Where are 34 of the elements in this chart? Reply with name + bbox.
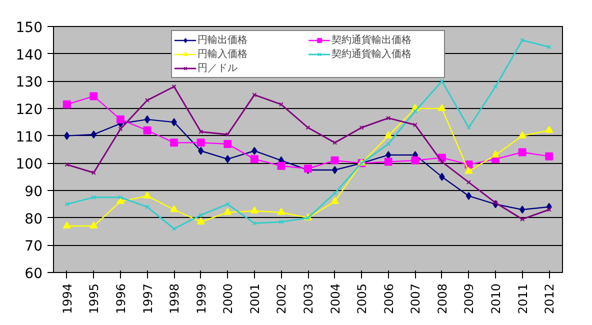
x-tick-label: 2006 [382,283,396,314]
legend-label: 円輸出価格 [198,34,248,47]
x-tick-label: 1994 [60,283,74,314]
x-tick-label: 2008 [435,283,450,314]
y-tick-label: 60 [24,266,43,282]
x-tick-label: 1999 [194,283,208,314]
x-tick-label: 2010 [489,283,504,314]
y-tick-label: 90 [24,184,43,200]
x-tick-label: 2003 [302,283,316,314]
y-tick-label: 70 [24,238,43,255]
x-tick-label: 1995 [87,283,102,314]
x-tick-label: 1996 [114,283,128,314]
x-tick-label: 2009 [462,283,476,314]
y-tick-label: 110 [16,129,43,146]
x-tick-label: 2004 [328,283,342,314]
x-tick-label: 2000 [221,283,236,314]
y-tick-label: 120 [16,102,43,118]
x-tick-label: 2002 [274,283,289,314]
legend-label: 円輸入価格 [198,48,248,61]
x-tick-label: 2001 [248,283,262,314]
legend-label: 契約通貨輸出価格 [332,34,412,47]
y-tick-label: 130 [16,74,43,91]
legend-label: 円／ドル [198,62,238,75]
x-tick-label: 2005 [355,283,370,314]
y-tick-label: 100 [16,156,43,173]
x-tick-label: 2012 [542,283,557,314]
y-tick-label: 80 [24,211,43,228]
x-tick-label: 1998 [168,283,182,314]
x-tick-label: 2007 [408,283,423,314]
x-tick-label: 2011 [516,283,530,314]
x-tick-label: 1997 [140,283,155,314]
legend-label: 契約通貨輸入価格 [332,48,412,61]
y-tick-label: 150 [16,20,43,36]
y-tick-label: 140 [16,47,43,64]
